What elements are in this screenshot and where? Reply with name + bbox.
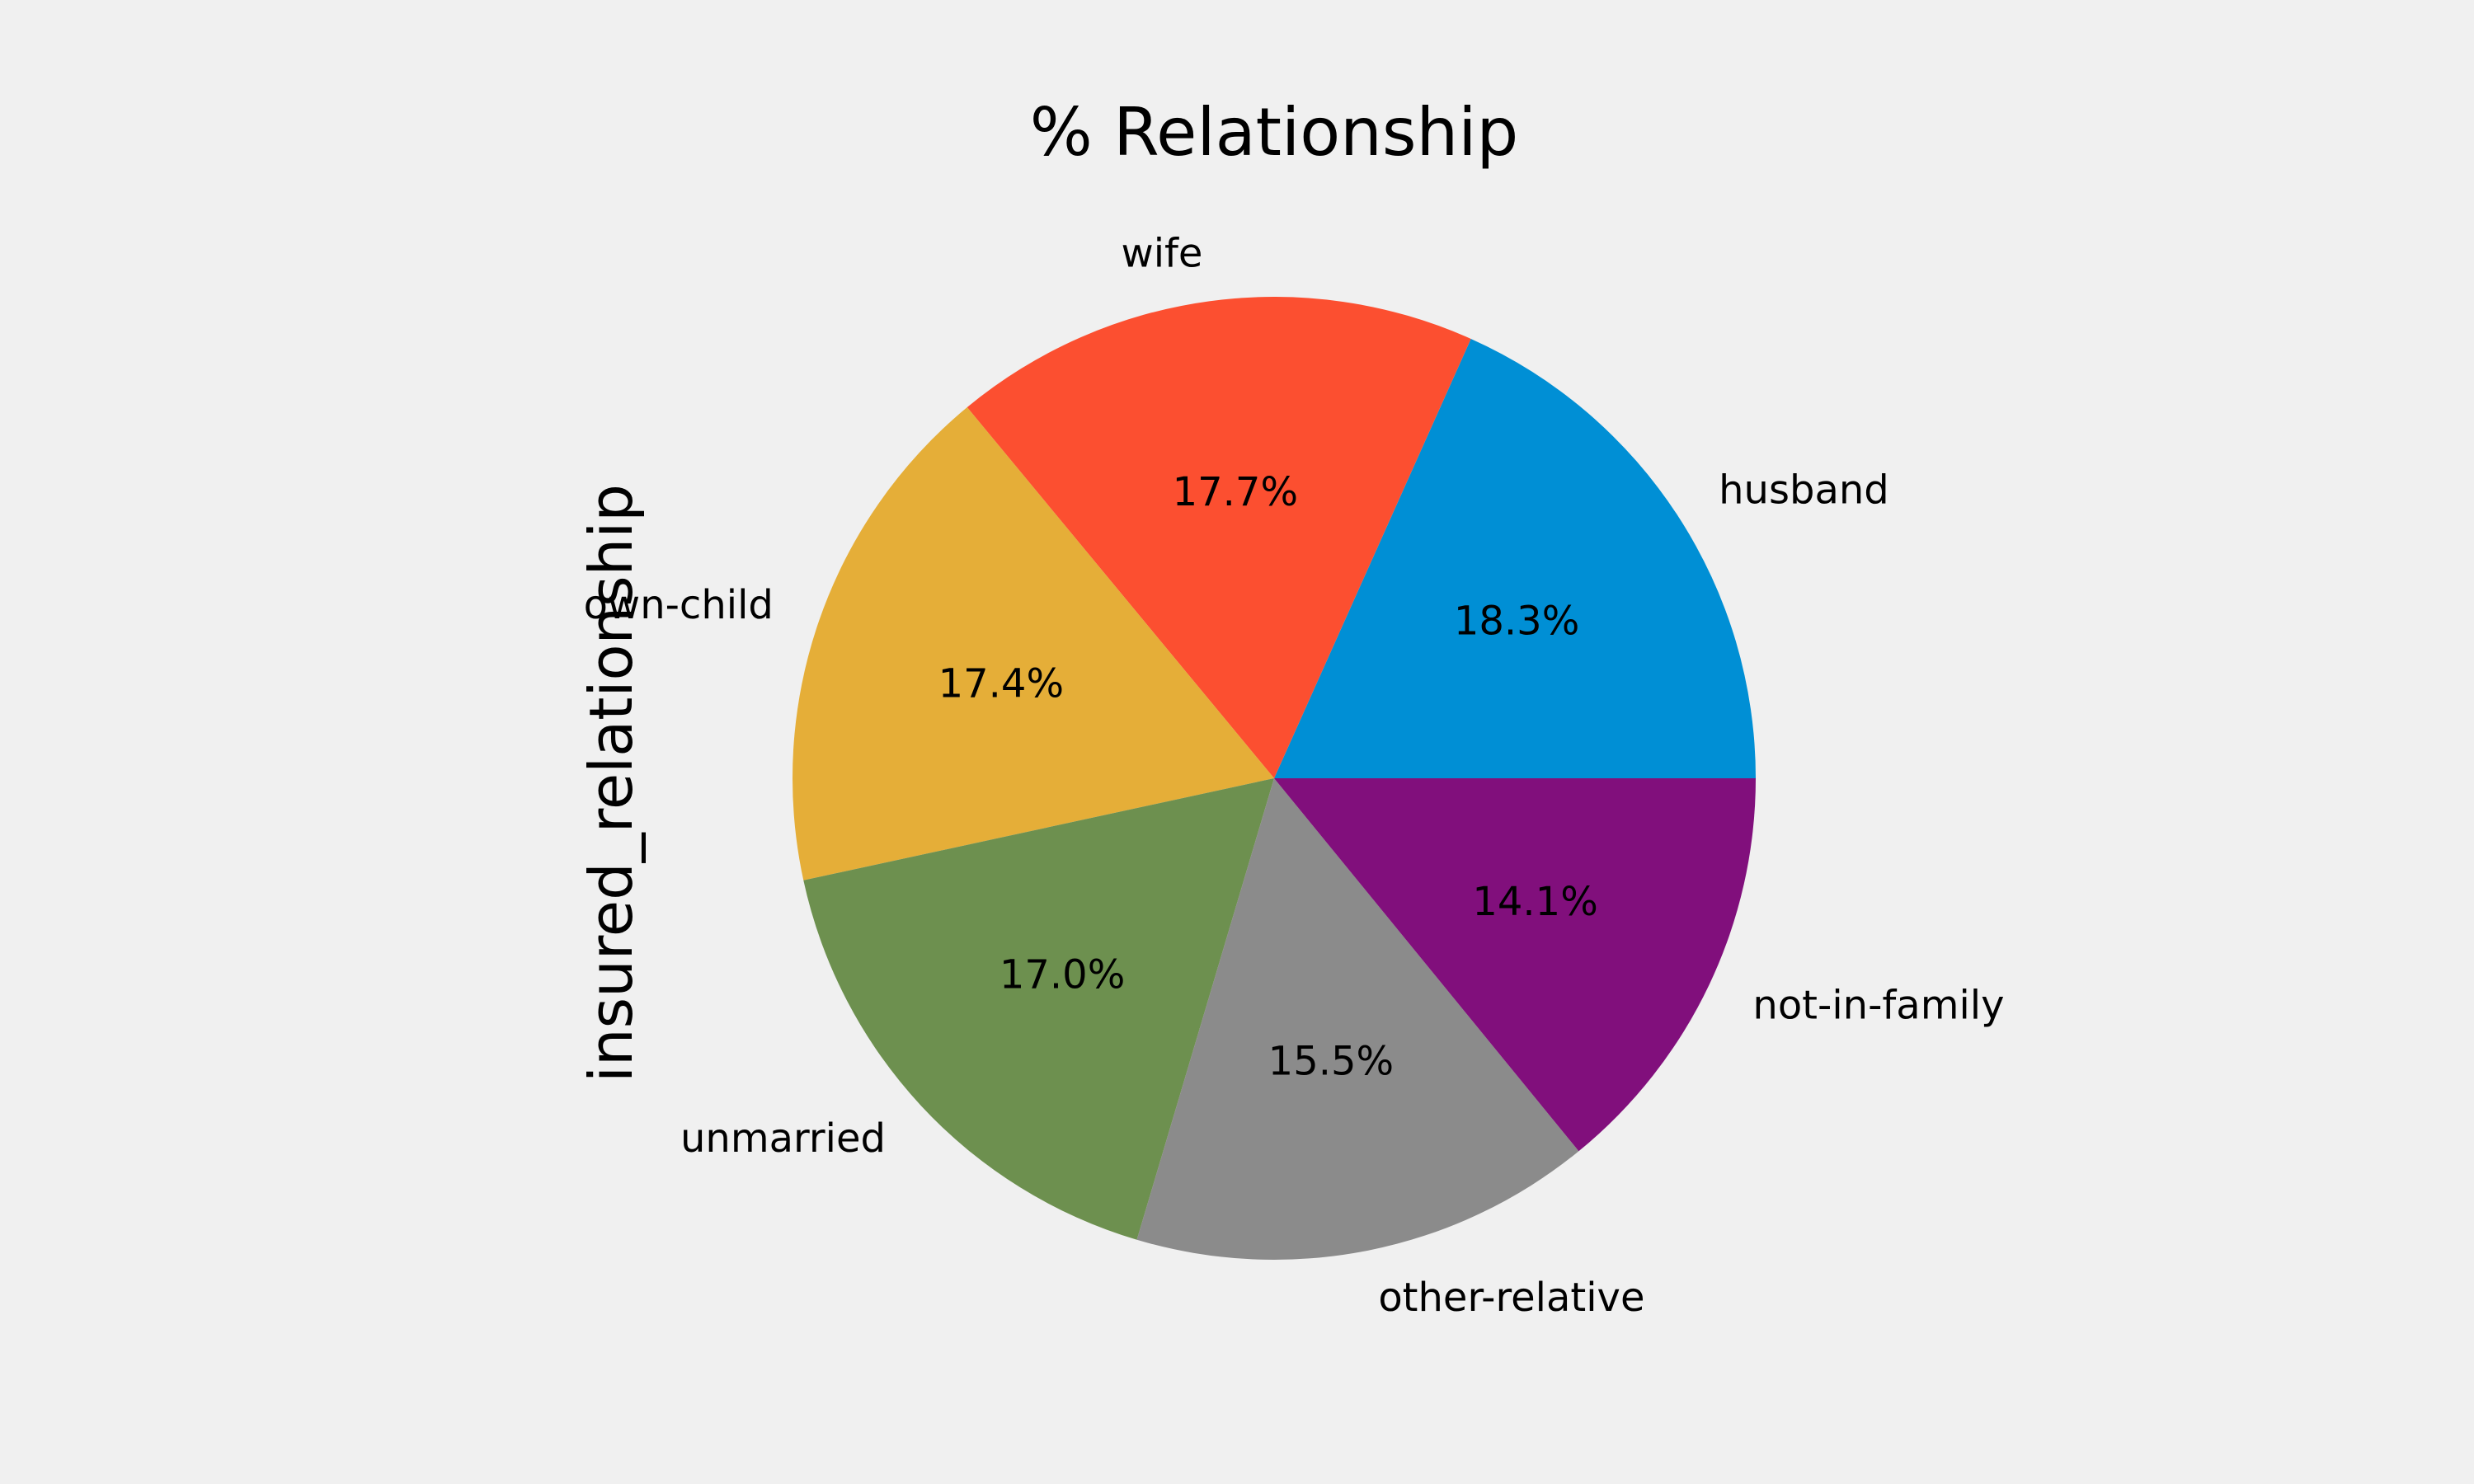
slice-percent-unmarried: 17.0% (999, 951, 1125, 998)
slice-percent-wife: 17.7% (1173, 469, 1298, 515)
pie-slice-own-child (792, 407, 1274, 881)
pie-slice-wife (967, 297, 1471, 779)
pie-slice-other-relative (1136, 778, 1579, 1260)
slice-label-own-child: own-child (584, 582, 774, 628)
slice-label-wife: wife (1121, 230, 1202, 276)
slice-percent-own-child: 17.4% (938, 660, 1064, 707)
chart-title: % Relationship (1030, 94, 1519, 171)
pie-labels: husband 18.3% wife 17.7% own-child 17.4% unmar… (584, 230, 2005, 1320)
pie-slice-husband (1274, 338, 1756, 778)
pie-slice-not-in-family (1274, 778, 1756, 1152)
slice-label-husband: husband (1719, 467, 1889, 514)
slice-label-unmarried: unmarried (680, 1115, 886, 1162)
slice-label-other-relative: other-relative (1378, 1275, 1644, 1321)
slice-percent-not-in-family: 14.1% (1472, 879, 1597, 925)
slice-percent-husband: 18.3% (1454, 598, 1579, 644)
pie-slice-unmarried (803, 778, 1274, 1240)
y-axis-label: insured_relationship (576, 484, 646, 1082)
pie-slices (792, 297, 1756, 1260)
slice-percent-other-relative: 15.5% (1268, 1039, 1394, 1085)
slice-label-not-in-family: not-in-family (1752, 982, 2004, 1028)
